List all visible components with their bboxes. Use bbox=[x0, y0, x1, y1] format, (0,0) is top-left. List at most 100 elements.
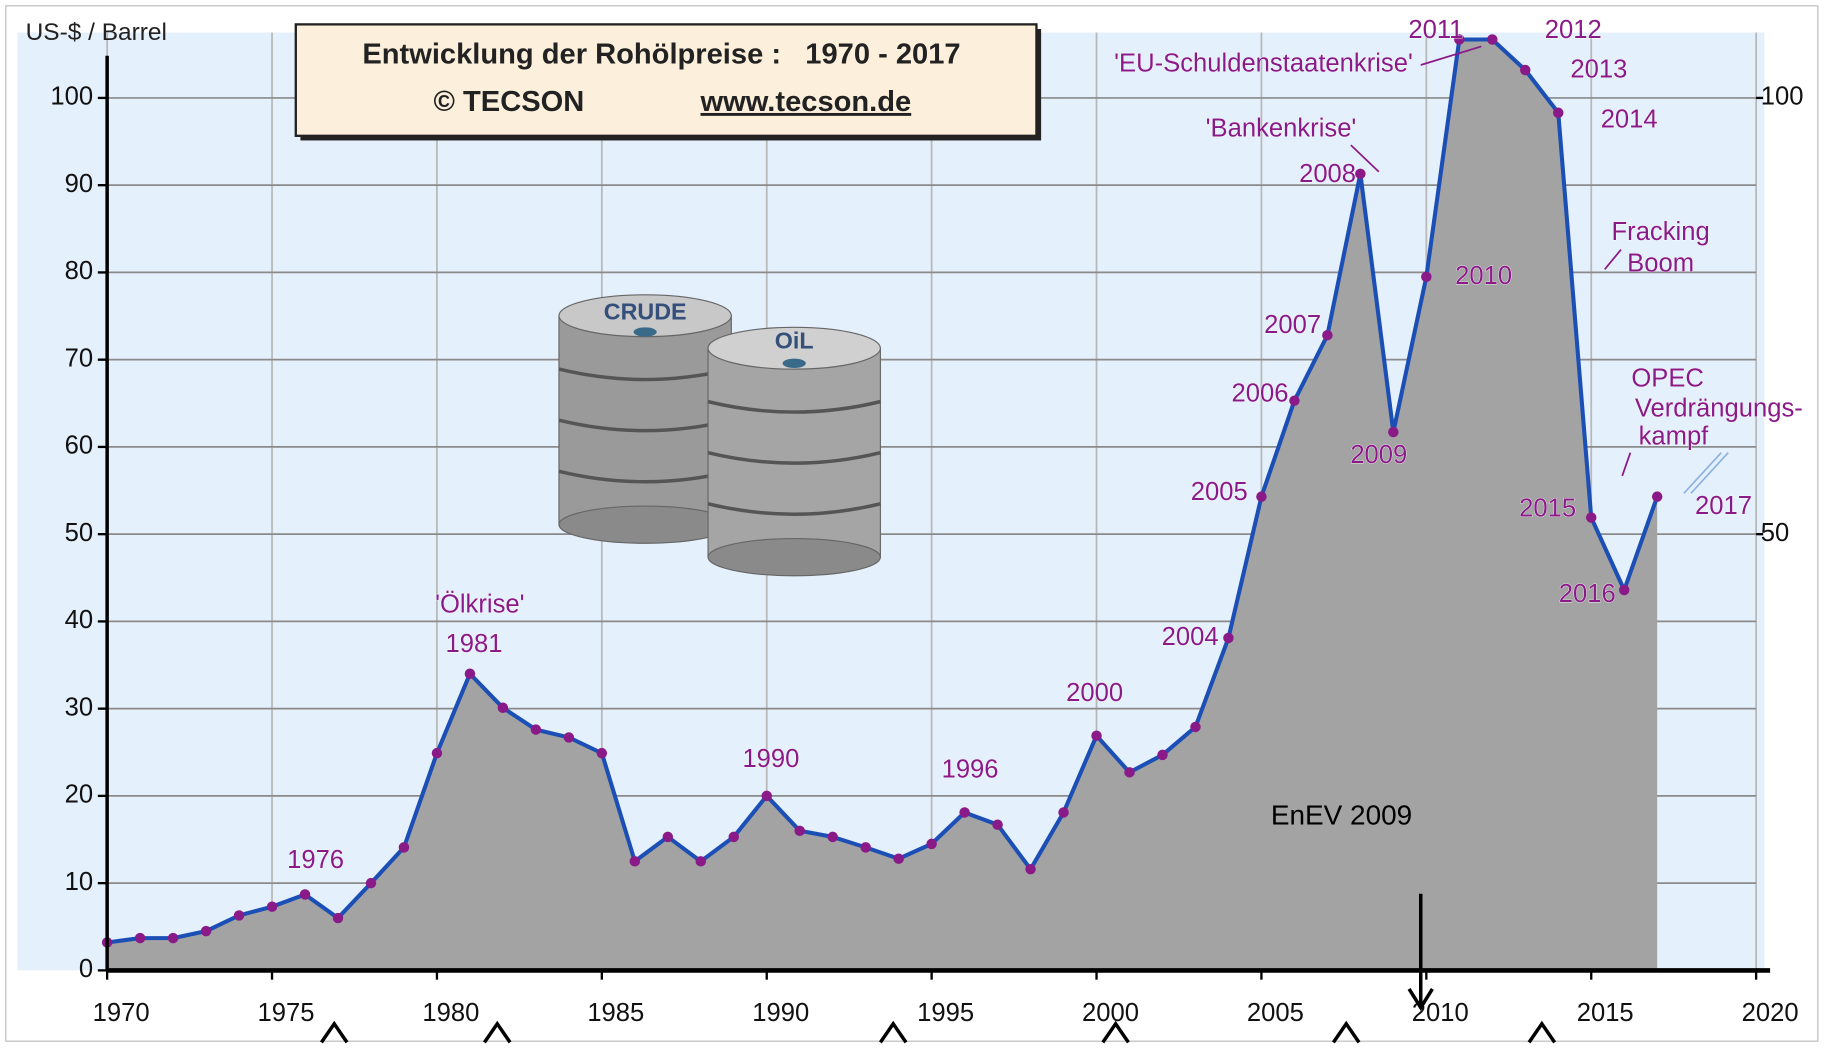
point bbox=[662, 831, 674, 843]
point bbox=[1487, 34, 1498, 45]
annotation: 2017 bbox=[1695, 492, 1752, 520]
frame bbox=[5, 5, 1819, 1042]
annotation: OPEC bbox=[1631, 364, 1704, 392]
annotation: 1976 bbox=[287, 846, 344, 874]
point bbox=[1520, 64, 1531, 76]
y2-tick-label: 50 bbox=[1761, 519, 1789, 547]
point bbox=[860, 842, 871, 853]
point bbox=[266, 901, 278, 912]
barrel bbox=[558, 315, 732, 526]
x-tick-label: 2020 bbox=[1742, 999, 1799, 1027]
point bbox=[431, 747, 443, 759]
point bbox=[1058, 807, 1069, 818]
barrel-top bbox=[707, 326, 881, 370]
annotation: Fracking bbox=[1612, 218, 1710, 246]
point bbox=[134, 932, 146, 944]
point bbox=[992, 819, 1003, 830]
annotation: 2008 bbox=[1299, 160, 1356, 188]
annotation: 2004 bbox=[1162, 623, 1219, 651]
decoration: CRUDE OiL Entwicklung der Rohölpreise : … bbox=[26, 19, 1729, 1044]
x-tick-label: 1970 bbox=[93, 999, 150, 1027]
barrel-bottom bbox=[558, 505, 732, 544]
point bbox=[464, 668, 476, 679]
point bbox=[398, 842, 410, 853]
x-tick-label: 2015 bbox=[1577, 999, 1634, 1027]
point bbox=[1618, 584, 1630, 596]
annotation: Verdrängungs- bbox=[1635, 395, 1803, 423]
x-tick-label: 2005 bbox=[1247, 999, 1304, 1027]
title-box: Entwicklung der Rohölpreise : 1970 - 201… bbox=[294, 23, 1042, 141]
annotation: 1990 bbox=[742, 745, 799, 773]
barrel bbox=[707, 347, 881, 558]
y-tick-label: 20 bbox=[65, 781, 93, 809]
annotation: kampf bbox=[1639, 422, 1710, 450]
annotation: 2014 bbox=[1601, 105, 1658, 133]
point bbox=[1454, 34, 1465, 45]
leader-line bbox=[1683, 452, 1729, 494]
y-tick-label: 40 bbox=[65, 606, 93, 634]
x-tick-label: 1975 bbox=[258, 999, 315, 1027]
area bbox=[107, 39, 1658, 971]
point bbox=[1157, 749, 1168, 761]
annotation: 2005 bbox=[1191, 478, 1248, 506]
y-tick-label: 90 bbox=[65, 170, 93, 198]
point bbox=[1256, 491, 1267, 502]
y-tick-label: 100 bbox=[50, 83, 93, 111]
y-tick-label: 60 bbox=[65, 432, 93, 460]
x-tick-label: 1990 bbox=[752, 999, 809, 1027]
axes: 1970 1975 1980 1985 1990 1995 2000 2005 2010 2015… bbox=[50, 55, 1804, 1027]
annotation: 2010 bbox=[1455, 262, 1512, 290]
y-tick-label: 10 bbox=[65, 868, 93, 896]
barrel-label: OiL bbox=[775, 328, 814, 354]
leader-lines bbox=[1350, 45, 1729, 494]
point bbox=[1289, 395, 1300, 406]
source-link[interactable]: www.tecson.de bbox=[700, 86, 912, 118]
point bbox=[365, 877, 377, 889]
point bbox=[1322, 330, 1333, 341]
point bbox=[926, 838, 937, 850]
point bbox=[629, 856, 641, 867]
annotation: 2007 bbox=[1264, 311, 1321, 339]
annotation: 2009 bbox=[1350, 441, 1407, 469]
oil-barrels: CRUDE OiL bbox=[558, 294, 881, 577]
barrel-label: CRUDE bbox=[604, 299, 687, 325]
point bbox=[1091, 730, 1102, 741]
barrel-rings bbox=[707, 399, 881, 516]
point bbox=[200, 925, 212, 937]
point bbox=[695, 856, 707, 867]
y2-tick-label: 100 bbox=[1761, 83, 1804, 111]
annotation: 2013 bbox=[1570, 56, 1627, 84]
barrel-cap bbox=[633, 327, 657, 337]
annotation: 2016 bbox=[1559, 580, 1616, 608]
point bbox=[728, 831, 739, 843]
point bbox=[167, 932, 179, 944]
annotation: 'EU-Schuldenstaatenkrise' bbox=[1114, 50, 1413, 78]
point bbox=[1124, 767, 1135, 778]
annotation: Boom bbox=[1627, 249, 1694, 277]
x-tick-label: 2000 bbox=[1082, 999, 1139, 1027]
point bbox=[1025, 863, 1036, 875]
annotation: 1981 bbox=[445, 630, 502, 658]
point bbox=[794, 825, 805, 837]
x-tick-label: 1980 bbox=[422, 999, 479, 1027]
leader-line bbox=[1350, 45, 1632, 477]
point bbox=[1651, 491, 1663, 502]
annotation: 2015 bbox=[1519, 494, 1576, 522]
point bbox=[959, 807, 970, 818]
point bbox=[1223, 632, 1234, 644]
title-panel bbox=[294, 23, 1038, 137]
y-tick-label: 30 bbox=[65, 693, 93, 721]
y-tick-label: 80 bbox=[65, 257, 93, 285]
arrows bbox=[319, 893, 1557, 1044]
annotation: 'Ölkrise' bbox=[435, 591, 524, 619]
x-tick-label: 1985 bbox=[587, 999, 644, 1027]
x-tick-label: 1995 bbox=[917, 999, 974, 1027]
point bbox=[1388, 426, 1399, 438]
chart-title: Entwicklung der Rohölpreise : 1970 - 201… bbox=[362, 38, 960, 70]
arrow-up bbox=[319, 1020, 1557, 1044]
point bbox=[497, 702, 509, 714]
point bbox=[1355, 168, 1366, 180]
point bbox=[1421, 271, 1432, 283]
annotation: 2006 bbox=[1232, 379, 1289, 407]
